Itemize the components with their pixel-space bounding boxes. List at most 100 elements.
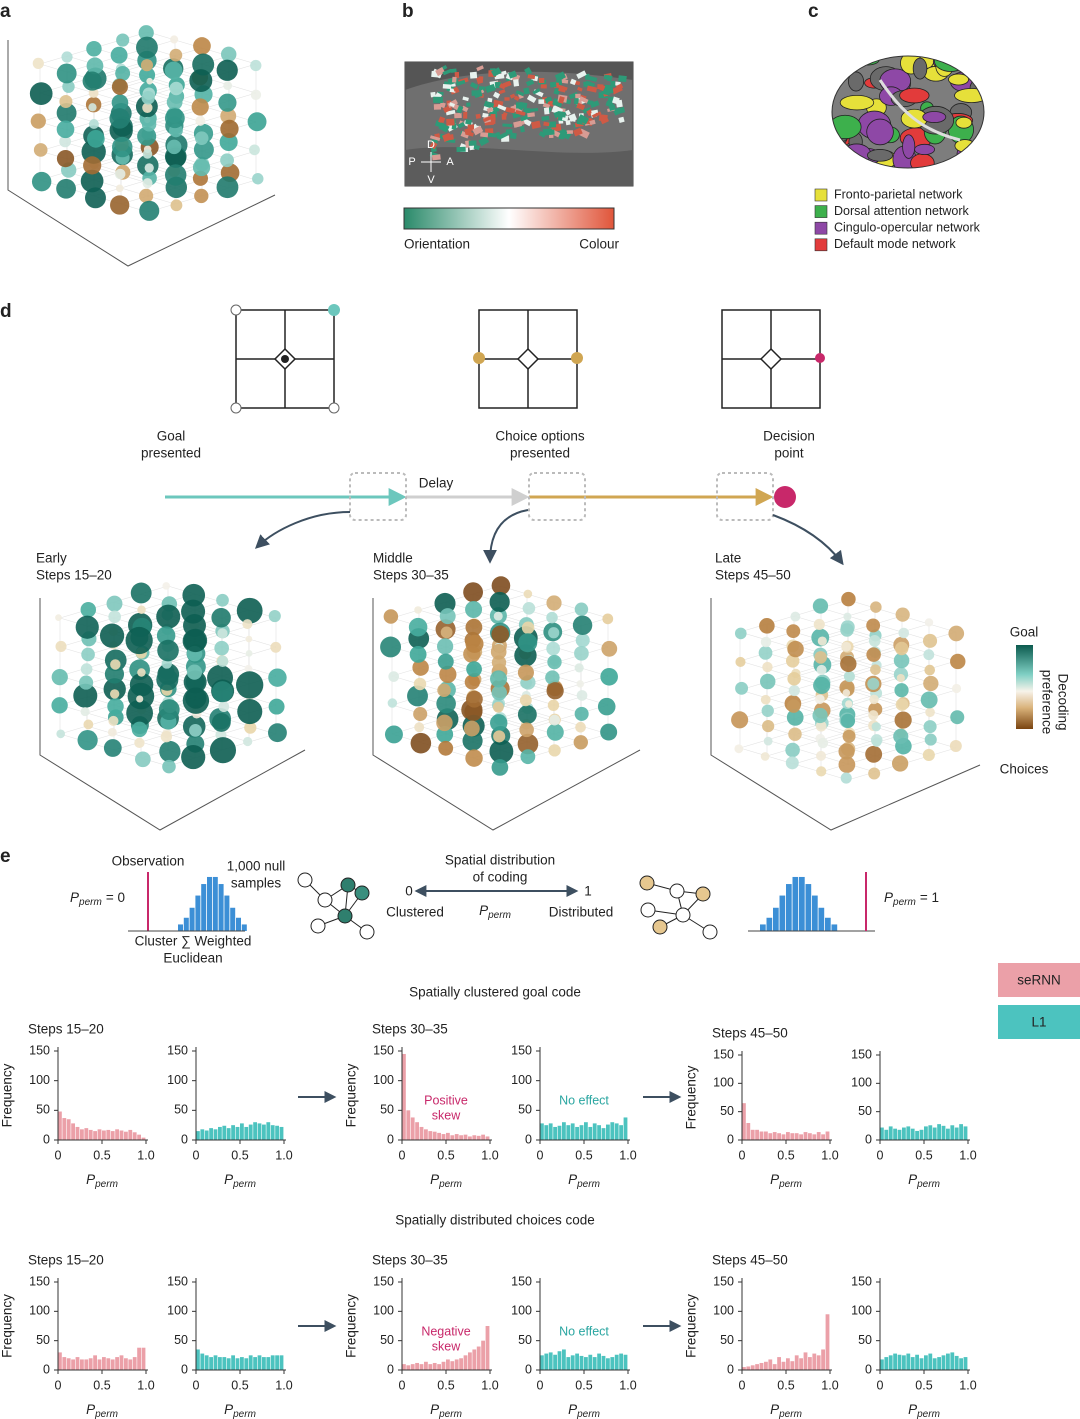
- histogram-bar: [102, 1357, 106, 1370]
- cube-node: [62, 80, 75, 93]
- brain-patch: [478, 76, 484, 81]
- histogram-bar: [419, 1364, 424, 1370]
- cube-node: [164, 61, 183, 80]
- cube-node: [252, 173, 264, 185]
- y-tick-label: 100: [167, 1073, 188, 1087]
- histogram-bar: [893, 1128, 897, 1140]
- histogram-bar: [424, 1361, 428, 1370]
- brain-patch: [501, 70, 507, 76]
- compass-label: D: [427, 139, 435, 151]
- histogram-bar: [476, 1135, 481, 1140]
- brain-patch: [487, 97, 493, 103]
- brain-region: [839, 94, 875, 111]
- cube-node: [545, 670, 560, 685]
- brain-patch: [591, 111, 602, 119]
- y-tick-label: 150: [29, 1043, 50, 1057]
- brain-patch: [569, 78, 577, 86]
- histogram-bar: [755, 1364, 759, 1370]
- cube-node: [845, 700, 853, 708]
- histogram-bar: [548, 1352, 553, 1370]
- cube-node: [236, 597, 263, 624]
- histogram-bar: [128, 1129, 133, 1140]
- cube-node: [840, 655, 857, 673]
- cube-node: [815, 720, 827, 732]
- cube-node: [142, 149, 153, 159]
- chart-title: Steps 15–20: [28, 1022, 104, 1037]
- histogram-bar: [410, 1117, 415, 1140]
- cube-node: [871, 722, 881, 732]
- cube-node: [111, 78, 129, 95]
- legend-label: L1: [1031, 1015, 1046, 1030]
- y-tick-label: 50: [858, 1104, 872, 1118]
- cube-edge: [228, 84, 257, 94]
- cube-node: [464, 702, 483, 722]
- y-tick-label: 50: [720, 1333, 734, 1347]
- histogram-bar: [799, 1134, 803, 1140]
- cube-node: [812, 598, 829, 614]
- cube-node: [549, 714, 560, 726]
- brain-patch: [501, 113, 507, 120]
- histogram-bar: [910, 1128, 915, 1140]
- histogram-bar: [825, 1131, 830, 1140]
- brain-patch: [445, 109, 456, 116]
- cube-node: [787, 640, 804, 658]
- histogram-bar: [463, 1134, 468, 1140]
- p-subscript: perm: [78, 897, 102, 908]
- cube-node: [59, 94, 73, 109]
- brain-patch: [565, 109, 571, 116]
- cube-node: [110, 46, 128, 64]
- histogram-bar: [226, 1128, 231, 1140]
- cube-node: [786, 709, 804, 726]
- null-label: 1,000 null: [227, 859, 286, 874]
- cube-node: [141, 116, 157, 132]
- spatial-label: Spatial distribution: [445, 853, 555, 868]
- brain-patch: [608, 104, 616, 111]
- cube-node: [814, 694, 825, 705]
- x-tick-label: 0.5: [231, 1148, 248, 1162]
- legend-swatch: [814, 238, 828, 252]
- cube-node: [948, 625, 965, 642]
- legend-label: Dorsal attention network: [834, 204, 970, 218]
- histogram-bar: [786, 1132, 790, 1140]
- cube-node: [110, 659, 121, 670]
- event-label: Choice options: [495, 429, 585, 444]
- p-perm-label: Pperm: [86, 1172, 118, 1190]
- cube-node: [491, 685, 507, 701]
- cube-node: [108, 610, 121, 624]
- cube-node: [949, 740, 962, 753]
- cube-node: [785, 742, 800, 758]
- x-tick-label: 1.0: [821, 1148, 838, 1162]
- histogram-bar: [816, 1355, 821, 1370]
- brain-patch: [610, 80, 616, 88]
- cube-node: [116, 33, 130, 47]
- y-tick-label: 0: [43, 1132, 50, 1146]
- histogram-bar: [610, 1357, 615, 1370]
- cube-node: [189, 723, 202, 737]
- null-bar: [207, 876, 212, 931]
- p-perm-label: Pperm: [430, 1172, 462, 1190]
- null-bar: [201, 884, 207, 931]
- chart-title: Steps 30–35: [372, 1253, 448, 1268]
- cube-node: [574, 706, 589, 721]
- brain-patch: [492, 91, 501, 99]
- p-value: = 0: [106, 890, 125, 905]
- cube-node: [75, 615, 99, 639]
- null-bar: [779, 895, 786, 931]
- histogram-bar: [481, 1340, 485, 1370]
- histogram-bar: [432, 1362, 437, 1370]
- cube-node: [521, 621, 535, 635]
- brain-region: [955, 116, 973, 129]
- cube-node: [216, 59, 238, 81]
- brain-patch: [522, 118, 532, 127]
- histogram-bar: [562, 1122, 566, 1140]
- p-subscript: perm: [916, 1179, 940, 1190]
- histogram-bar: [897, 1129, 902, 1140]
- brain-patch: [464, 127, 472, 135]
- network-node: [675, 907, 691, 923]
- cube-node: [465, 618, 483, 636]
- cube-node: [169, 81, 184, 96]
- histogram-bar: [441, 1134, 446, 1140]
- brain-patch: [468, 140, 477, 146]
- cube-node: [61, 51, 73, 63]
- histogram-bar: [623, 1117, 628, 1140]
